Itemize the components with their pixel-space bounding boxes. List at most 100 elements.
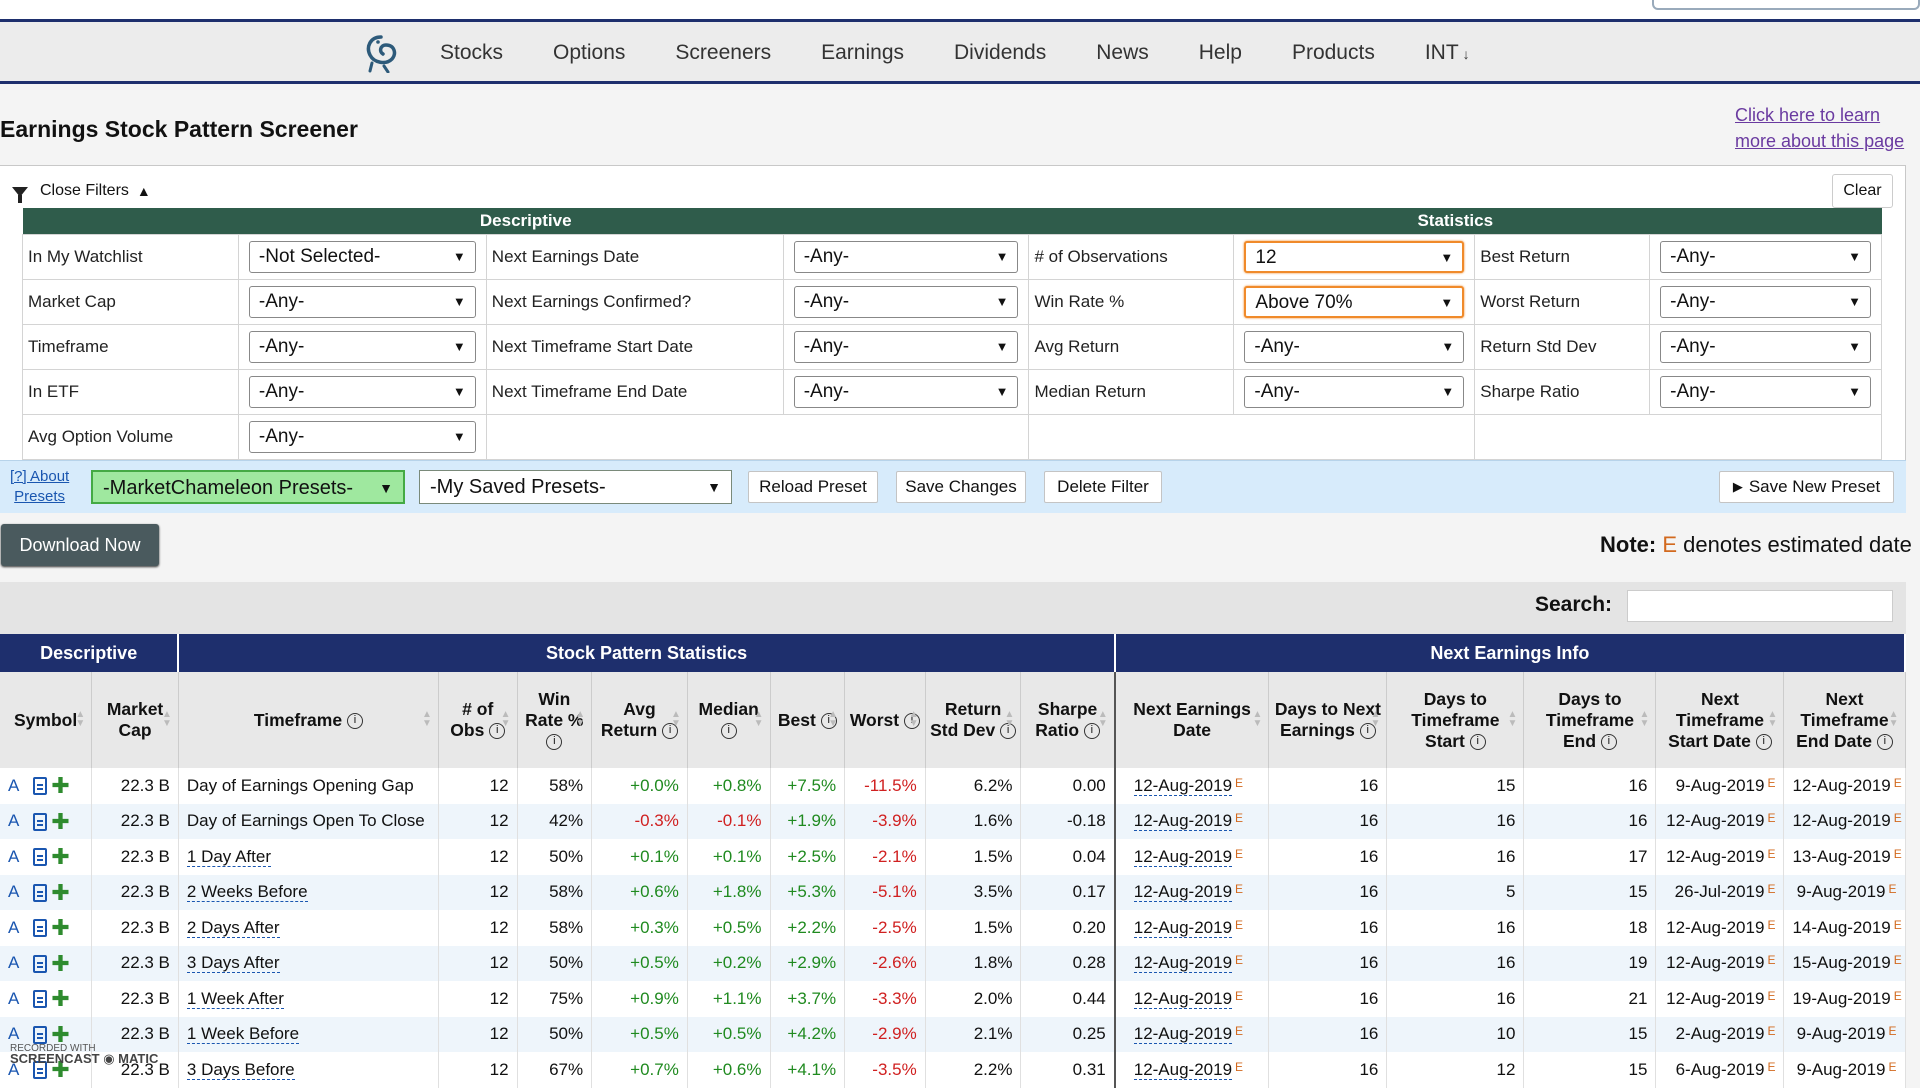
search-input[interactable] (1627, 590, 1893, 622)
symbol-link[interactable]: A (8, 988, 20, 1008)
filter-select-in-my-watchlist[interactable]: -Not Selected- ▼ (248, 240, 476, 273)
timeframe-value[interactable]: 3 Days After (186, 953, 280, 974)
nav-item-earnings[interactable]: Earnings (821, 41, 904, 65)
next-earnings-date-link[interactable]: 12-Aug-2019 (1133, 811, 1233, 832)
filter-select-avg-return[interactable]: -Any- ▼ (1244, 330, 1465, 363)
save-new-preset-button[interactable]: ▶ Save New Preset (1719, 471, 1894, 503)
chameleon-logo-icon[interactable] (362, 33, 400, 73)
timeframe-value[interactable]: 2 Weeks Before (186, 882, 308, 903)
add-to-watchlist-icon[interactable]: ✚ (51, 808, 70, 834)
nav-item-help[interactable]: Help (1199, 41, 1242, 65)
nav-item-int[interactable]: INT ↓ (1425, 41, 1470, 65)
timeframe-value[interactable]: 1 Week Before (186, 1024, 300, 1045)
next-earnings-date-link[interactable]: 12-Aug-2019 (1133, 953, 1233, 974)
info-icon[interactable]: i (1083, 723, 1100, 740)
nav-item-stocks[interactable]: Stocks (440, 41, 503, 65)
filter-select-in-etf[interactable]: -Any- ▼ (248, 375, 476, 408)
info-icon[interactable]: i (346, 712, 363, 729)
column-header-sharpe-ratio[interactable]: Sharpe Ratio i ▲ ▼ (1020, 672, 1116, 768)
info-icon[interactable]: i (662, 723, 679, 740)
document-icon[interactable] (33, 812, 48, 831)
reload-preset-button[interactable]: Reload Preset (748, 471, 878, 503)
column-header-win-rate[interactable]: Win Rate % i ▲ ▼ (517, 672, 593, 768)
column-header-avg-return[interactable]: Avg Return i ▲ ▼ (591, 672, 688, 768)
column-header-best[interactable]: Best i ▲ ▼ (770, 672, 846, 768)
document-icon[interactable] (33, 1061, 48, 1080)
save-changes-button[interactable]: Save Changes (896, 471, 1026, 503)
add-to-watchlist-icon[interactable]: ✚ (51, 879, 70, 905)
info-icon[interactable]: i (820, 712, 837, 729)
symbol-link[interactable]: A (8, 811, 20, 831)
nav-item-news[interactable]: News (1096, 41, 1149, 65)
add-to-watchlist-icon[interactable]: ✚ (51, 773, 70, 799)
symbol-link[interactable]: A (8, 775, 20, 795)
filter-select-next-earnings-confirmed[interactable]: -Any- ▼ (793, 285, 1019, 318)
column-header-median[interactable]: Median i ▲ ▼ (687, 672, 771, 768)
column-header-days-to-next-earnings[interactable]: Days to Next Earnings i ▲ ▼ (1268, 672, 1388, 768)
filter-select-sharpe-ratio[interactable]: -Any- ▼ (1660, 375, 1871, 408)
download-now-button[interactable]: Download Now (1, 524, 159, 566)
add-to-watchlist-icon[interactable]: ✚ (51, 844, 70, 870)
filter-select-win-rate[interactable]: Above 70% ▼ (1244, 285, 1465, 318)
nav-item-screeners[interactable]: Screeners (675, 41, 771, 65)
add-to-watchlist-icon[interactable]: ✚ (51, 1057, 70, 1083)
nav-item-dividends[interactable]: Dividends (954, 41, 1046, 65)
add-to-watchlist-icon[interactable]: ✚ (51, 915, 70, 941)
column-header-market-cap[interactable]: Market Cap ▲ ▼ (91, 672, 179, 768)
timeframe-value[interactable]: 1 Day After (186, 846, 271, 867)
document-icon[interactable] (33, 777, 48, 796)
marketchameleon-presets-select[interactable]: -MarketChameleon Presets- ▼ (91, 470, 405, 504)
timeframe-value[interactable]: 1 Week After (186, 988, 284, 1009)
info-icon[interactable]: i (1600, 733, 1617, 750)
filter-select-next-timeframe-end-date[interactable]: -Any- ▼ (793, 375, 1019, 408)
nav-item-options[interactable]: Options (553, 41, 625, 65)
document-icon[interactable] (33, 883, 48, 902)
top-search-input[interactable] (1652, 0, 1920, 10)
filter-select-best-return[interactable]: -Any- ▼ (1660, 240, 1871, 273)
next-earnings-date-link[interactable]: 12-Aug-2019 (1133, 775, 1233, 796)
symbol-link[interactable]: A (8, 917, 20, 937)
nav-item-products[interactable]: Products (1292, 41, 1375, 65)
clear-button[interactable]: Clear (1832, 174, 1893, 208)
filter-select-market-cap[interactable]: -Any- ▼ (248, 285, 476, 318)
learn-more-link[interactable]: Click here to learn more about this page (1735, 105, 1905, 151)
column-header-days-to-timeframe-start[interactable]: Days to Timeframe Start i ▲ ▼ (1386, 672, 1525, 768)
column-header-days-to-timeframe-end[interactable]: Days to Timeframe End i ▲ ▼ (1523, 672, 1657, 768)
info-icon[interactable]: i (1359, 723, 1376, 740)
column-header-return-std-dev[interactable]: Return Std Dev i ▲ ▼ (925, 672, 1022, 768)
next-earnings-date-link[interactable]: 12-Aug-2019 (1133, 846, 1233, 867)
filter-select-worst-return[interactable]: -Any- ▼ (1660, 285, 1871, 318)
column-header-next-earnings-date[interactable]: Next Earnings Date ▲ ▼ (1113, 672, 1270, 768)
filter-select-next-timeframe-start-date[interactable]: -Any- ▼ (793, 330, 1019, 363)
close-filters-toggle[interactable]: Close Filters ▲ (12, 182, 151, 203)
timeframe-value[interactable]: 2 Days After (186, 917, 280, 938)
info-icon[interactable]: i (903, 712, 920, 729)
next-earnings-date-link[interactable]: 12-Aug-2019 (1133, 1024, 1233, 1045)
add-to-watchlist-icon[interactable]: ✚ (51, 986, 70, 1012)
symbol-link[interactable]: A (8, 953, 20, 973)
info-icon[interactable]: i (546, 733, 563, 750)
next-earnings-date-link[interactable]: 12-Aug-2019 (1133, 988, 1233, 1009)
document-icon[interactable] (33, 1025, 48, 1044)
symbol-link[interactable]: A (8, 882, 20, 902)
column-header-next-timeframe-end-date[interactable]: Next Timeframe End Date i ▲ ▼ (1783, 672, 1906, 768)
info-icon[interactable]: i (720, 723, 737, 740)
info-icon[interactable]: i (1000, 723, 1017, 740)
info-icon[interactable]: i (1876, 733, 1893, 750)
add-to-watchlist-icon[interactable]: ✚ (51, 1021, 70, 1047)
about-presets-link[interactable]: [?] About Presets (10, 467, 69, 507)
symbol-link[interactable]: A (8, 1059, 20, 1079)
timeframe-value[interactable]: 3 Days Before (186, 1059, 295, 1080)
filter-select-avg-option-volume[interactable]: -Any- ▼ (248, 420, 476, 453)
column-header-symbol[interactable]: Symbol ▲ ▼ (0, 672, 93, 768)
filter-select-timeframe[interactable]: -Any- ▼ (248, 330, 476, 363)
delete-filter-button[interactable]: Delete Filter (1044, 471, 1162, 503)
add-to-watchlist-icon[interactable]: ✚ (51, 950, 70, 976)
document-icon[interactable] (33, 919, 48, 938)
filter-select-next-earnings-date[interactable]: -Any- ▼ (793, 240, 1019, 273)
